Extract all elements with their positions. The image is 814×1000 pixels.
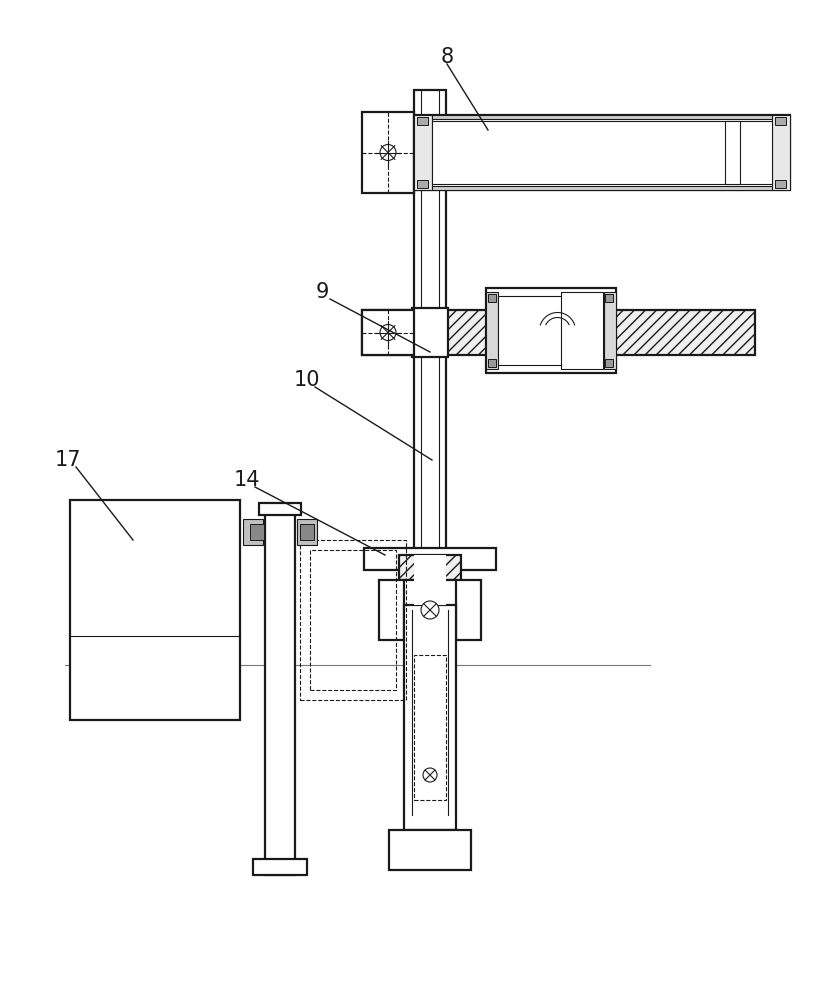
- Bar: [417, 117, 428, 125]
- Bar: [414, 655, 446, 800]
- Circle shape: [380, 324, 396, 340]
- Bar: [364, 548, 496, 570]
- Bar: [414, 555, 446, 605]
- Bar: [604, 292, 616, 369]
- Bar: [725, 121, 740, 184]
- Text: 17: 17: [55, 450, 81, 470]
- Bar: [414, 115, 790, 190]
- Bar: [412, 308, 448, 357]
- Bar: [432, 115, 772, 119]
- Bar: [417, 180, 428, 188]
- Bar: [605, 294, 613, 302]
- Bar: [70, 500, 240, 720]
- Bar: [250, 524, 264, 540]
- Bar: [561, 292, 603, 369]
- Bar: [379, 580, 414, 640]
- Text: 9: 9: [315, 282, 329, 302]
- Bar: [446, 580, 481, 640]
- Bar: [259, 503, 301, 515]
- Bar: [404, 605, 456, 830]
- Bar: [310, 550, 396, 690]
- Bar: [486, 288, 616, 373]
- Circle shape: [423, 768, 437, 782]
- Bar: [775, 180, 786, 188]
- Bar: [772, 115, 790, 190]
- Bar: [389, 830, 471, 870]
- Circle shape: [421, 601, 439, 619]
- Bar: [243, 519, 263, 545]
- Bar: [486, 292, 498, 369]
- Bar: [605, 359, 613, 367]
- Bar: [432, 186, 772, 190]
- Bar: [414, 115, 432, 190]
- Circle shape: [380, 144, 396, 160]
- Bar: [414, 90, 446, 595]
- Bar: [362, 112, 414, 193]
- Bar: [362, 310, 414, 355]
- Bar: [432, 121, 772, 184]
- Bar: [488, 294, 496, 302]
- Text: 8: 8: [440, 47, 453, 67]
- Text: 14: 14: [234, 470, 260, 490]
- Bar: [399, 555, 461, 605]
- Bar: [297, 519, 317, 545]
- Bar: [498, 296, 604, 365]
- Bar: [488, 359, 496, 367]
- Bar: [253, 859, 307, 875]
- Bar: [404, 580, 456, 640]
- Text: 10: 10: [294, 370, 320, 390]
- Bar: [300, 540, 406, 700]
- Bar: [775, 117, 786, 125]
- Bar: [300, 524, 314, 540]
- Bar: [362, 310, 755, 355]
- Bar: [265, 505, 295, 875]
